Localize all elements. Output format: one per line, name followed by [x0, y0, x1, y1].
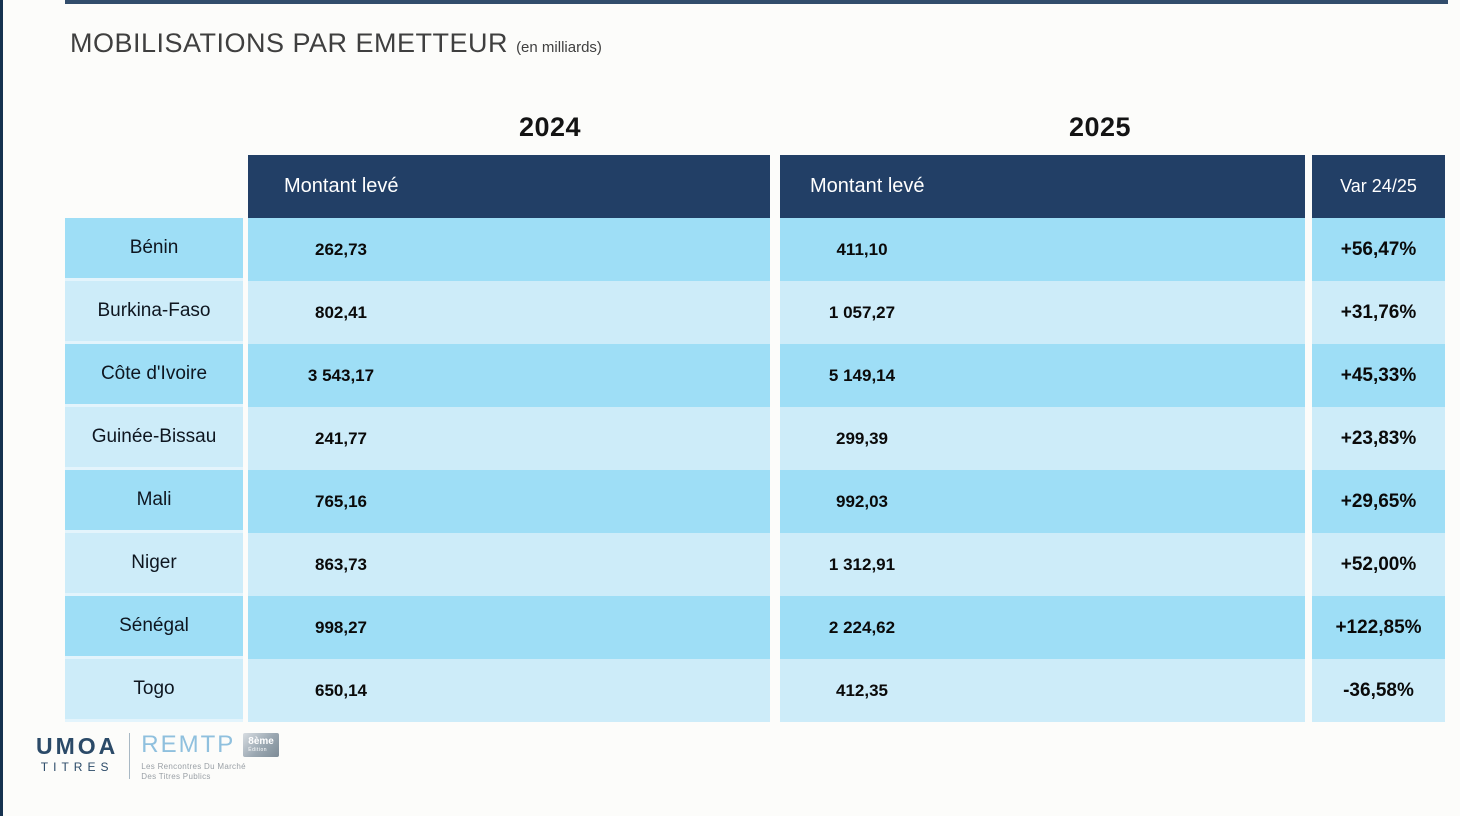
montant-2024-cell: 650,14	[248, 659, 770, 722]
var-value: +45,33%	[1312, 344, 1445, 407]
table-row-burkina-faso: Burkina-Faso 802,41 1 057,27 +31,76%	[65, 281, 1448, 344]
montant-2024-cell: 802,41	[248, 281, 770, 344]
montant-2025-value: 412,35	[836, 680, 888, 700]
montant-2025-value: 2 224,62	[828, 617, 896, 637]
var-value: +52,00%	[1312, 533, 1445, 596]
montant-2025-cell: 412,35	[780, 659, 1305, 722]
var-value: +29,65%	[1312, 470, 1445, 533]
table-row-togo: Togo 650,14 412,35 -36,58%	[65, 659, 1448, 722]
remtp-tagline: Les Rencontres Du Marché Des Titres Publ…	[141, 762, 279, 782]
logo-umoa-text: UMOA	[36, 733, 119, 759]
edition-badge-label: Édition	[248, 747, 268, 753]
remtp-tagline-line2: Des Titres Publics	[141, 772, 211, 781]
page-title-unit: (en milliards)	[516, 39, 602, 56]
country-label: Niger	[65, 533, 243, 596]
slide-top-crop-line	[65, 0, 1448, 4]
country-label: Bénin	[65, 218, 243, 281]
var-value: +31,76%	[1312, 281, 1445, 344]
montant-2024-cell: 3 543,17	[248, 344, 770, 407]
montant-2025-cell: 1 057,27	[780, 281, 1305, 344]
montant-2024-cell: 241,77	[248, 407, 770, 470]
montant-2025-cell: 411,10	[780, 218, 1305, 281]
header-montant-leve-2024: Montant levé	[248, 155, 770, 218]
montant-2024-value: 3 543,17	[307, 365, 375, 385]
edition-badge: 8ème Édition	[243, 733, 280, 757]
montant-2025-cell: 2 224,62	[780, 596, 1305, 659]
umoa-titres-logo: UMOA TITRES REMTP 8ème Édition Les Renco…	[36, 731, 280, 782]
montant-2025-cell: 1 312,91	[780, 533, 1305, 596]
montant-2024-value: 241,77	[315, 428, 367, 448]
column-group-header-2024: 2024	[518, 112, 582, 142]
header-var-24-25: Var 24/25	[1312, 155, 1445, 218]
country-label: Mali	[65, 470, 243, 533]
umoa-titres-wordmark: UMOA TITRES	[36, 733, 119, 775]
table-row-mali: Mali 765,16 992,03 +29,65%	[65, 470, 1448, 533]
montant-2024-cell: 863,73	[248, 533, 770, 596]
header-montant-leve-2025: Montant levé	[780, 155, 1305, 218]
logo-divider	[129, 733, 131, 779]
montant-2025-cell: 992,03	[780, 470, 1305, 533]
table-row-niger: Niger 863,73 1 312,91 +52,00%	[65, 533, 1448, 596]
montant-2024-cell: 998,27	[248, 596, 770, 659]
country-label: Côte d'Ivoire	[65, 344, 243, 407]
montant-2024-value: 998,27	[315, 617, 367, 637]
montant-2024-cell: 765,16	[248, 470, 770, 533]
montant-2024-value: 802,41	[315, 302, 367, 322]
montant-2025-value: 299,39	[836, 428, 888, 448]
var-value: +23,83%	[1312, 407, 1445, 470]
montant-2024-value: 765,16	[315, 491, 367, 511]
montant-2025-cell: 299,39	[780, 407, 1305, 470]
montant-2025-cell: 5 149,14	[780, 344, 1305, 407]
montant-2024-value: 650,14	[315, 680, 367, 700]
montant-2024-cell: 262,73	[248, 218, 770, 281]
country-label: Togo	[65, 659, 243, 722]
montant-2025-value: 1 057,27	[828, 302, 896, 322]
edition-badge-number: 8ème	[248, 736, 274, 747]
table-row-senegal: Sénégal 998,27 2 224,62 +122,85%	[65, 596, 1448, 659]
table-row-guinee-bissau: Guinée-Bissau 241,77 299,39 +23,83%	[65, 407, 1448, 470]
var-value: +56,47%	[1312, 218, 1445, 281]
country-label: Sénégal	[65, 596, 243, 659]
country-label: Guinée-Bissau	[65, 407, 243, 470]
slide-left-edge-line	[0, 0, 3, 816]
montant-2025-value: 5 149,14	[828, 365, 896, 385]
page-title-text: MOBILISATIONS PAR EMETTEUR	[70, 28, 509, 58]
montant-2025-value: 992,03	[836, 491, 888, 511]
montant-2024-value: 863,73	[315, 554, 367, 574]
remtp-wordmark: REMTP	[141, 731, 236, 758]
page-title: MOBILISATIONS PAR EMETTEUR (en milliards)	[70, 28, 602, 59]
table-row-cote-divoire: Côte d'Ivoire 3 543,17 5 149,14 +45,33%	[65, 344, 1448, 407]
column-group-header-2025: 2025	[1068, 112, 1132, 142]
table-row-benin: Bénin 262,73 411,10 +56,47%	[65, 218, 1448, 281]
montant-2024-value: 262,73	[315, 239, 367, 259]
remtp-block: REMTP 8ème Édition Les Rencontres Du Mar…	[141, 731, 280, 782]
country-label: Burkina-Faso	[65, 281, 243, 344]
var-value: +122,85%	[1312, 596, 1445, 659]
remtp-tagline-line1: Les Rencontres Du Marché	[141, 762, 246, 771]
montant-2025-value: 1 312,91	[828, 554, 896, 574]
logo-titres-text: TITRES	[40, 760, 114, 774]
var-value: -36,58%	[1312, 659, 1445, 722]
montant-2025-value: 411,10	[836, 239, 888, 259]
